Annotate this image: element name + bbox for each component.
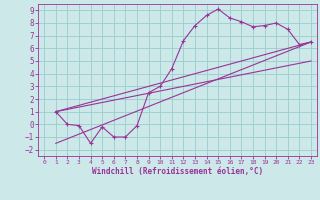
X-axis label: Windchill (Refroidissement éolien,°C): Windchill (Refroidissement éolien,°C): [92, 167, 263, 176]
